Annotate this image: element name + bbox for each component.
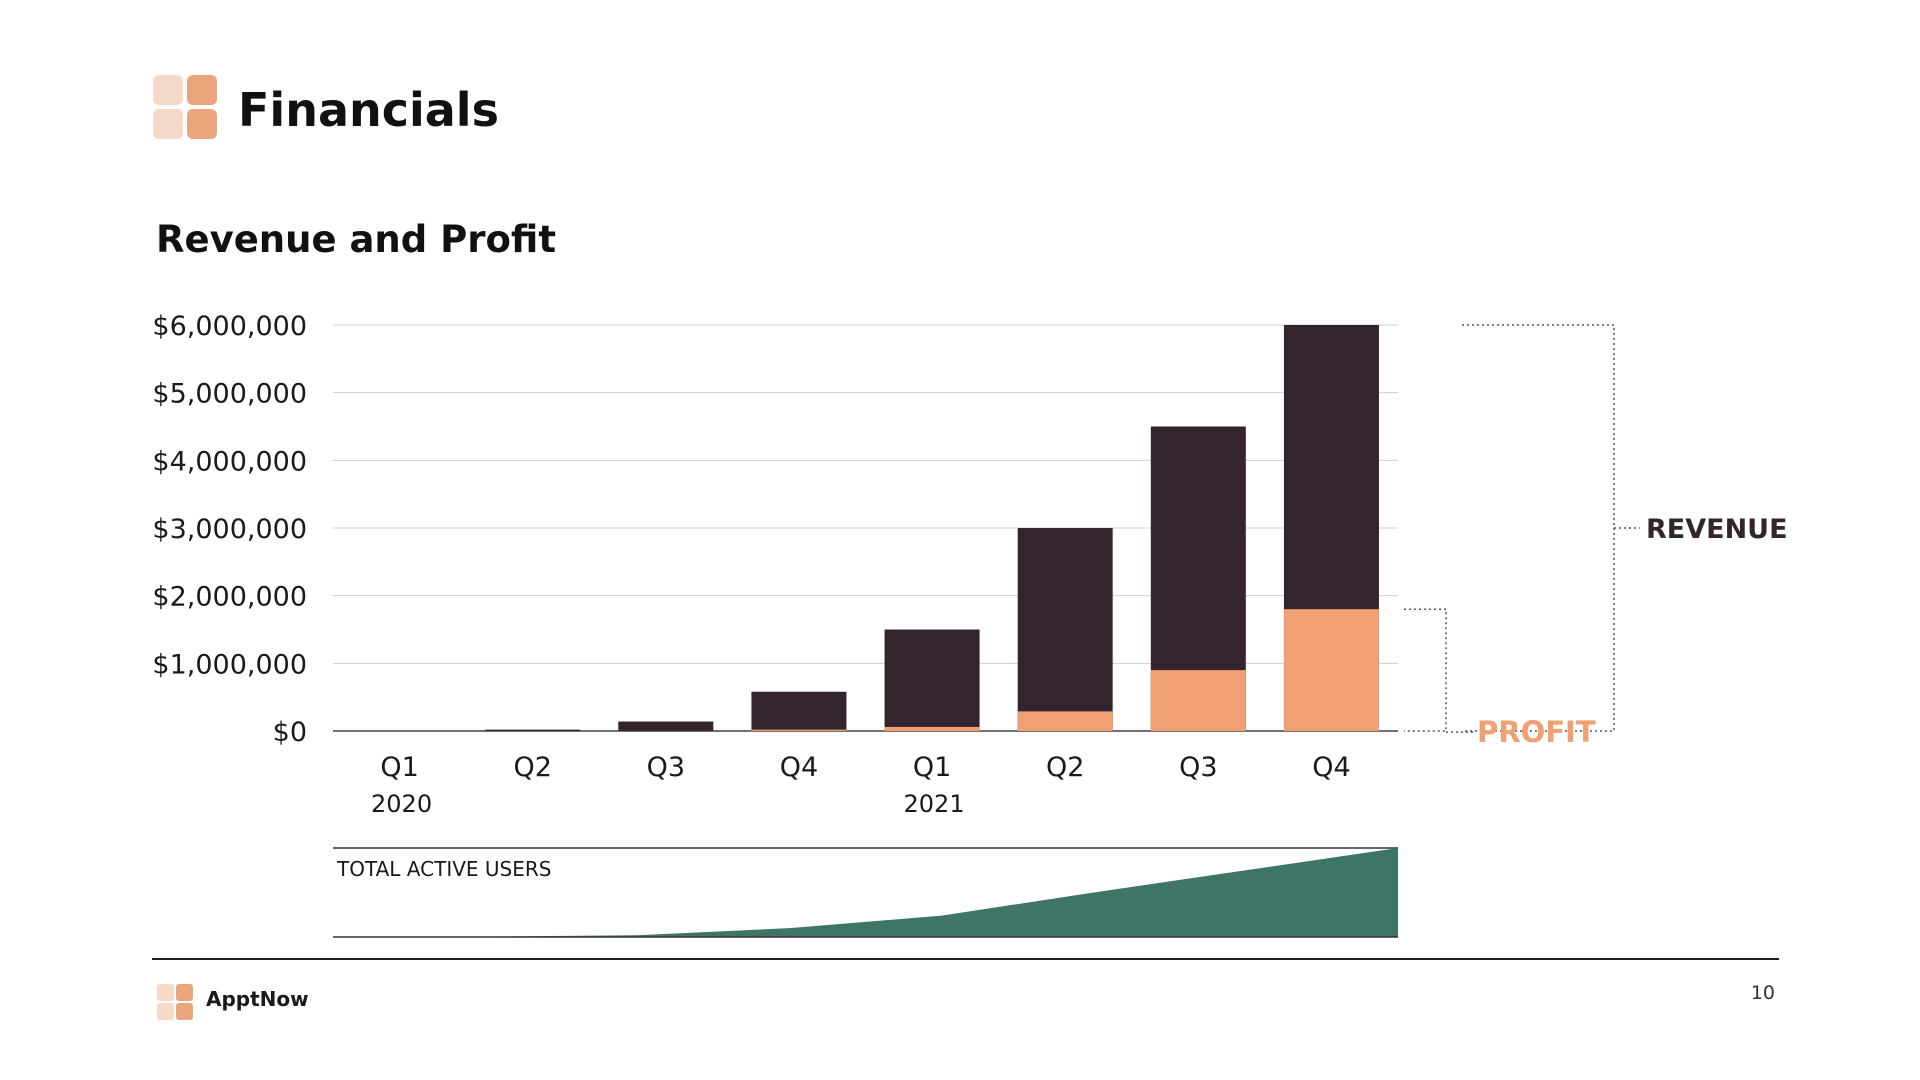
logo-tile: [157, 1003, 174, 1020]
x-tick-label: Q3: [647, 752, 685, 783]
footer-divider: [152, 958, 1779, 960]
app-logo: [153, 75, 217, 139]
users-area: [333, 848, 1398, 937]
profit-bar: [1283, 609, 1379, 731]
year-label: 2020: [371, 790, 432, 818]
page-title: Financials: [238, 83, 499, 137]
profit-bar: [1150, 670, 1246, 731]
logo-tile: [187, 109, 217, 139]
footer-logo: [157, 984, 193, 1020]
revenue-profit-chart: $0 $1,000,000 $2,000,000 $3,000,000 $4,000,0…: [152, 311, 1788, 938]
y-tick-label: $2,000,000: [152, 582, 307, 613]
y-tick-label: $1,000,000: [152, 649, 307, 680]
y-tick-label: $0: [273, 717, 307, 748]
x-tick-label: Q3: [1179, 752, 1217, 783]
profit-legend-label: PROFIT: [1477, 715, 1596, 749]
y-tick-label: $6,000,000: [152, 311, 307, 342]
y-tick-label: $4,000,000: [152, 446, 307, 477]
profit-bar: [1017, 711, 1113, 731]
profit-bar: [884, 726, 980, 731]
chart-title: Revenue and Profit: [156, 218, 557, 261]
x-tick-label: Q2: [1046, 752, 1084, 783]
logo-tile: [153, 109, 183, 139]
year-label: 2021: [904, 790, 965, 818]
page-number: 10: [1750, 982, 1775, 1004]
y-tick-label: $3,000,000: [152, 514, 307, 545]
profit-bar: [751, 729, 847, 731]
logo-tile: [153, 75, 183, 105]
revenue-bar: [1017, 528, 1113, 731]
revenue-bar: [751, 691, 847, 731]
x-tick-label: Q1: [380, 752, 418, 783]
logo-tile: [176, 1003, 193, 1020]
x-tick-label: Q4: [780, 752, 818, 783]
revenue-bar: [618, 721, 714, 731]
users-chart-label: TOTAL ACTIVE USERS: [336, 857, 551, 881]
x-tick-label: Q4: [1312, 752, 1350, 783]
revenue-legend-label: REVENUE: [1646, 514, 1788, 545]
x-tick-label: Q1: [913, 752, 951, 783]
logo-tile: [157, 984, 174, 1001]
revenue-bar: [485, 729, 581, 731]
revenue-bracket: [1462, 324, 1615, 732]
revenue-bar: [884, 629, 980, 731]
y-tick-label: $5,000,000: [152, 379, 307, 410]
footer-brand: ApptNow: [206, 987, 309, 1011]
profit-bracket: [1404, 608, 1447, 732]
logo-tile: [187, 75, 217, 105]
logo-tile: [176, 984, 193, 1001]
x-tick-label: Q2: [513, 752, 551, 783]
